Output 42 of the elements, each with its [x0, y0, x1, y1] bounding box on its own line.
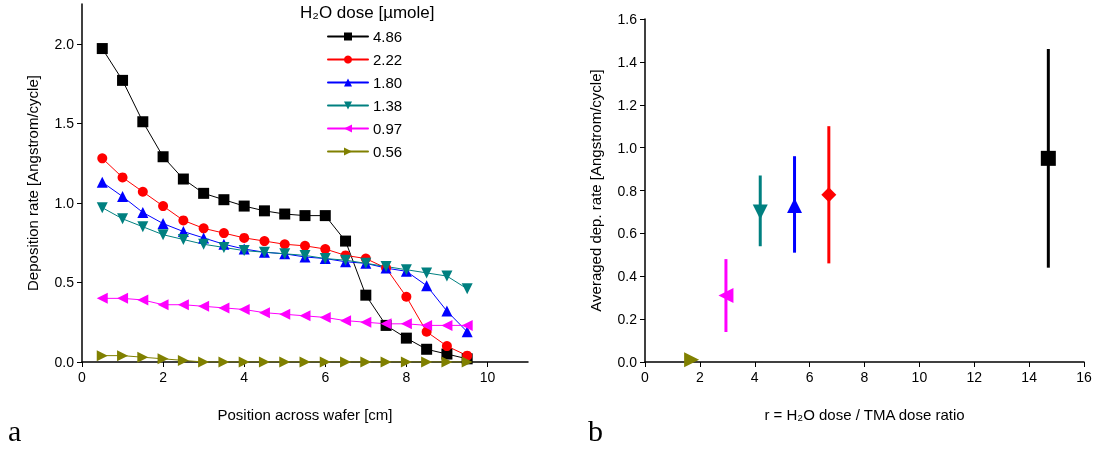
x-tick-label: 4 [750, 369, 759, 385]
y-axis-title: Averaged dep. rate [Angstrom/cycle] [587, 69, 604, 312]
x-tick-label: 10 [479, 369, 496, 385]
y-tick-label: 1.4 [617, 53, 638, 70]
legend-label: 0.56 [373, 143, 403, 160]
legend-label: 2.22 [373, 51, 403, 68]
y-tick-label: 0.6 [617, 225, 638, 242]
x-tick-label: 2 [159, 369, 168, 385]
x-axis-title: r = H₂O dose / TMA dose ratio [764, 406, 965, 423]
y-tick-label: 0.0 [54, 354, 75, 370]
y-tick-label: 2.0 [54, 35, 75, 52]
y-tick-label: 0.0 [617, 354, 638, 370]
legend-label: 4.86 [373, 28, 403, 45]
y-axis-title: Deposition rate [Angstrom/cycle] [24, 75, 41, 291]
x-tick-label: 12 [966, 369, 983, 385]
x-tick-label: 8 [860, 369, 869, 385]
x-tick-label: 16 [1076, 369, 1092, 385]
x-tick-label: 6 [321, 369, 330, 385]
x-tick-label: 4 [240, 369, 249, 385]
legend-label: 1.38 [373, 97, 403, 114]
y-tick-label: 1.0 [617, 139, 638, 156]
y-tick-label: 1.0 [54, 194, 75, 211]
y-tick-label: 1.5 [54, 115, 75, 132]
x-tick-label: 8 [402, 369, 411, 385]
y-tick-label: 0.5 [54, 274, 75, 291]
x-tick-label: 2 [695, 369, 704, 385]
y-tick-label: 1.6 [617, 11, 638, 27]
legend-label: 0.97 [373, 120, 403, 137]
x-tick-label: 0 [641, 369, 650, 385]
legend-label: 1.80 [373, 74, 403, 91]
x-tick-label: 6 [805, 369, 814, 385]
y-tick-label: 1.2 [617, 96, 638, 113]
x-tick-label: 10 [911, 369, 928, 385]
x-axis-title: Position across wafer [cm] [217, 406, 393, 423]
y-tick-label: 0.4 [617, 268, 638, 285]
y-tick-label: 0.2 [617, 311, 638, 328]
text: a [8, 413, 22, 447]
x-tick-label: 14 [1021, 369, 1038, 385]
text: b [588, 413, 603, 447]
x-tick-label: 0 [78, 369, 87, 385]
legend-title: H₂O dose [µmole] [300, 3, 435, 22]
y-tick-label: 0.8 [617, 182, 638, 199]
